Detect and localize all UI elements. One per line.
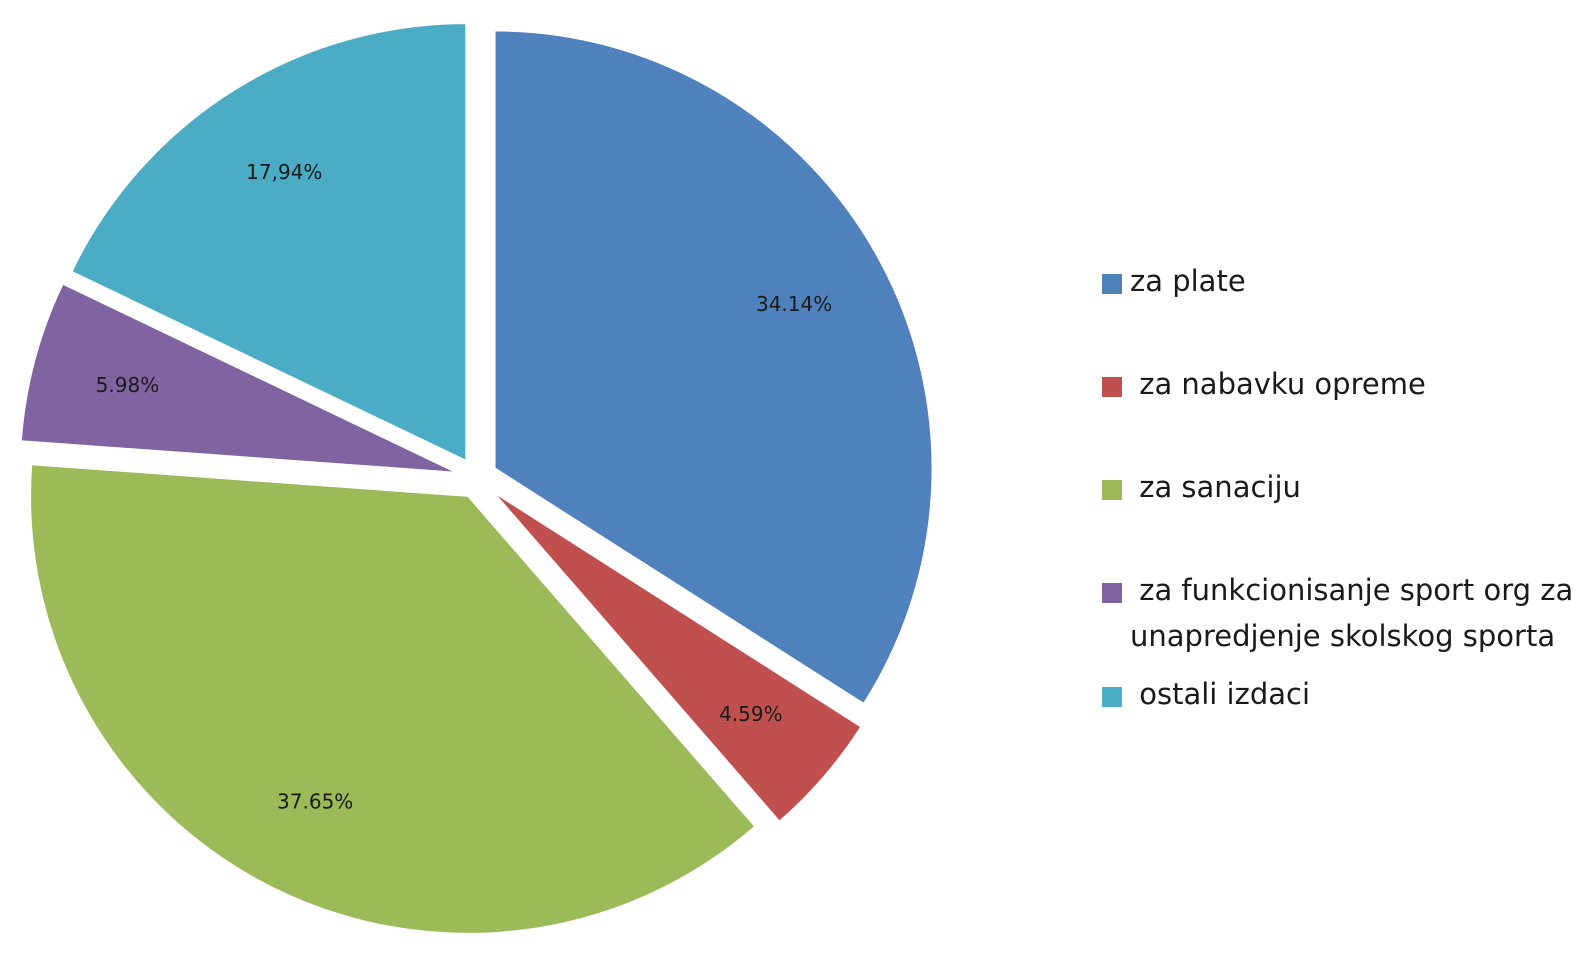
slice-data-label-2: 37.65% (277, 789, 353, 813)
pie-slice-2 (29, 463, 757, 935)
legend-label: ostali izdaci (1130, 677, 1311, 711)
slice-data-label-3: 5.98% (96, 373, 160, 397)
slice-data-label-4: 17,94% (246, 160, 322, 184)
legend-item-za-funkcionisanje: za funkcionisanje sport org za unapredje… (1100, 567, 1580, 659)
legend-swatch-blue (1102, 274, 1122, 294)
legend-swatch-purple (1102, 583, 1122, 603)
legend-item-za-nabavku-opreme: za nabavku opreme (1100, 361, 1580, 407)
legend-label: za plate (1130, 264, 1246, 298)
legend-swatch-green (1102, 480, 1122, 500)
legend-swatch-teal (1102, 687, 1122, 707)
legend-label: za sanaciju (1130, 470, 1301, 504)
pie-slice-0 (493, 29, 934, 706)
pie-slice-3 (19, 282, 459, 474)
legend-item-ostali-izdaci: ostali izdaci (1100, 671, 1580, 717)
slice-data-label-1: 4.59% (719, 702, 783, 726)
slice-data-label-0: 34.14% (756, 292, 832, 316)
legend-swatch-red (1102, 377, 1122, 397)
pie-slice-4 (70, 22, 468, 463)
pie-chart: 34.14% 4.59% 37.65% 5.98% 17,94% (19, 22, 934, 935)
legend-label: za funkcionisanje sport org za unapredje… (1130, 573, 1583, 653)
legend-item-za-sanaciju: za sanaciju (1100, 464, 1580, 510)
chart-legend: za plate za nabavku opreme za sanaciju z… (1100, 258, 1580, 717)
legend-item-za-plate: za plate (1100, 258, 1580, 304)
pie-slice-1 (491, 490, 863, 824)
legend-label: za nabavku opreme (1130, 367, 1426, 401)
